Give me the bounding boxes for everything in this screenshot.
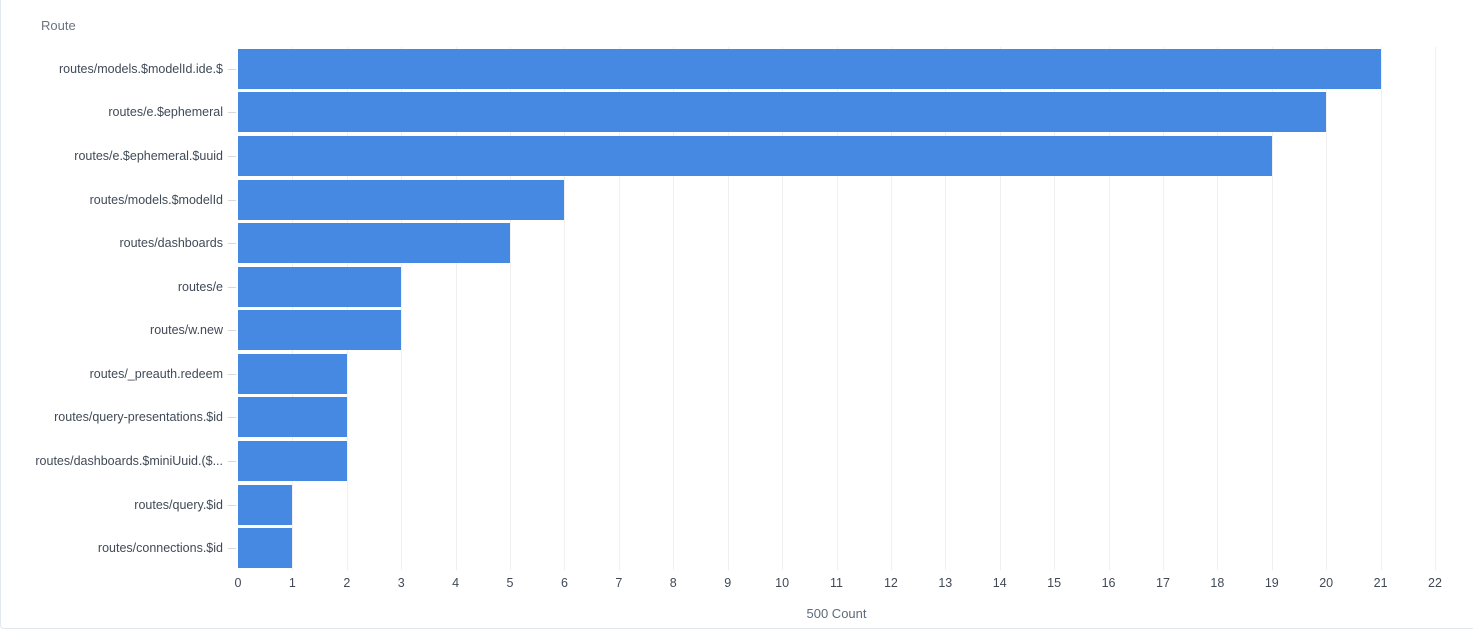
gridline: [836, 47, 838, 570]
y-axis-tick: [228, 286, 236, 288]
gridline: [1162, 47, 1164, 570]
y-axis-tick: [228, 504, 236, 506]
bar-row: [238, 526, 1435, 570]
gridline: [1108, 47, 1110, 570]
y-axis-tick: [228, 155, 236, 157]
bar-row: [238, 309, 1435, 353]
y-axis-tick: [228, 461, 236, 463]
x-axis-tick-label: 20: [1319, 576, 1334, 590]
y-axis-label: routes/query.$id: [134, 497, 223, 512]
gridline: [1326, 47, 1328, 570]
gridline: [346, 47, 348, 570]
y-axis-label: routes/e.$ephemeral.$uuid: [74, 148, 223, 163]
x-axis-tick-label: 5: [506, 576, 514, 590]
bar-row: [238, 265, 1435, 309]
gridline: [564, 47, 566, 570]
gridline: [1217, 47, 1219, 570]
gridline: [401, 47, 403, 570]
gridline: [455, 47, 457, 570]
y-axis-tick: [228, 199, 236, 201]
x-axis-tick-label: 3: [397, 576, 405, 590]
x-axis-tick-label: 11: [830, 576, 843, 590]
bar-routes/query.$id[interactable]: [238, 484, 293, 525]
x-axis-tick-label: 7: [615, 576, 623, 590]
gridline: [945, 47, 947, 570]
chart-title: Route: [41, 18, 76, 33]
bar-row: [238, 178, 1435, 222]
gridline: [292, 47, 294, 570]
x-axis-tick-label: 4: [452, 576, 460, 590]
y-axis-tick: [228, 112, 236, 114]
y-axis-label: routes/_preauth.redeem: [89, 366, 223, 381]
x-axis-tick-label: 13: [938, 576, 953, 590]
y-axis-tick: [228, 373, 236, 375]
x-axis-tick-label: 12: [883, 576, 898, 590]
gridline: [1271, 47, 1273, 570]
bar-routes/models.$modelId.ide.$[interactable]: [238, 48, 1381, 89]
gridline: [1380, 47, 1382, 570]
bar-row: [238, 483, 1435, 527]
gridline: [727, 47, 729, 570]
bar-routes/e.$ephemeral[interactable]: [238, 92, 1327, 133]
x-axis-tick-label: 22: [1428, 576, 1442, 590]
y-axis-label: routes/connections.$id: [97, 541, 223, 556]
gridline: [999, 47, 1001, 570]
bar-row: [238, 91, 1435, 135]
gridline: [510, 47, 512, 570]
bar-routes/w.new[interactable]: [238, 310, 402, 351]
y-axis-label: routes/e: [177, 279, 223, 294]
x-axis-tick-label: 2: [343, 576, 351, 590]
gridline: [1054, 47, 1056, 570]
gridline: [618, 47, 620, 570]
gridline: [1435, 47, 1436, 570]
y-axis-label: routes/dashboards: [119, 236, 223, 251]
y-axis-label: routes/models.$modelId.ide.$: [59, 61, 223, 76]
bar-routes/models.$modelId[interactable]: [238, 179, 565, 220]
bar-row: [238, 134, 1435, 178]
x-axis-tick-label: 8: [669, 576, 677, 590]
gridline: [782, 47, 784, 570]
x-axis-tick-label: 16: [1101, 576, 1116, 590]
x-axis-tick-label: 9: [724, 576, 732, 590]
bar-routes/connections.$id[interactable]: [238, 528, 293, 569]
y-axis-tick: [228, 68, 236, 70]
bar-routes/_preauth.redeem[interactable]: [238, 353, 347, 394]
x-axis-tick-label: 15: [1047, 576, 1062, 590]
y-axis-label: routes/query-presentations.$id: [54, 410, 223, 425]
bar-row: [238, 439, 1435, 483]
bar-row: [238, 352, 1435, 396]
bar-row: [238, 396, 1435, 440]
x-axis-tick-label: 19: [1264, 576, 1279, 590]
x-axis-tick-label: 10: [775, 576, 790, 590]
bar-routes/dashboards.$miniUuid.($...[interactable]: [238, 441, 347, 482]
x-axis-title: 500 Count: [806, 606, 867, 621]
y-axis-tick: [228, 243, 236, 245]
x-axis-tick-label: 17: [1156, 576, 1170, 590]
x-axis-tick-label: 18: [1210, 576, 1225, 590]
bar-routes/dashboards[interactable]: [238, 223, 511, 264]
x-axis-tick-label: 1: [288, 576, 296, 590]
gridline: [673, 47, 675, 570]
x-axis-tick-label: 14: [992, 576, 1007, 590]
x-axis-tick-label: 21: [1373, 576, 1388, 590]
y-axis-tick: [228, 330, 236, 332]
y-axis-tick: [228, 548, 236, 550]
y-axis-tick: [228, 417, 236, 419]
bar-row: [238, 47, 1435, 91]
bar-routes/e[interactable]: [238, 266, 402, 307]
y-axis-label: routes/w.new: [150, 323, 223, 338]
plot-area: [238, 47, 1436, 570]
y-axis-label: routes/models.$modelId: [89, 192, 223, 207]
y-axis-label: routes/dashboards.$miniUuid.($...: [35, 454, 223, 469]
bar-routes/e.$ephemeral.$uuid[interactable]: [238, 135, 1272, 176]
bar-row: [238, 221, 1435, 265]
bar-routes/query-presentations.$id[interactable]: [238, 397, 347, 438]
x-axis-tick-label: 6: [560, 576, 568, 590]
y-axis-label: routes/e.$ephemeral: [108, 105, 223, 120]
x-axis-tick-label: 0: [234, 576, 242, 590]
gridline: [890, 47, 892, 570]
